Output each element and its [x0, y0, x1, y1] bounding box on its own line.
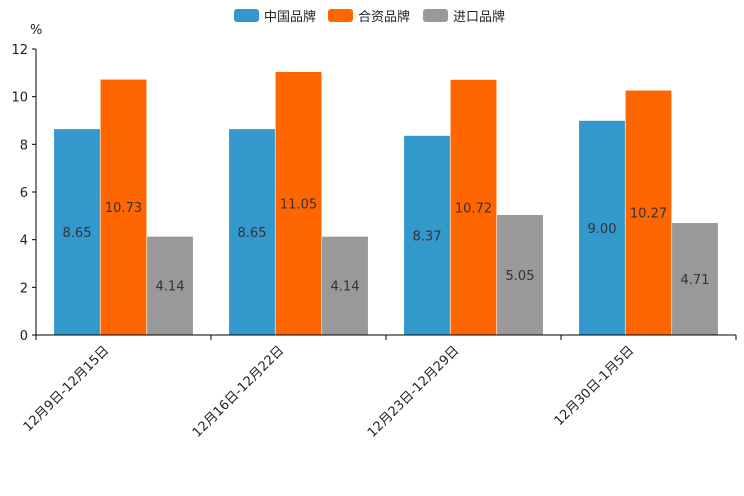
bar	[53, 128, 101, 336]
bar	[274, 71, 323, 336]
legend-label: 合资品牌	[358, 9, 410, 25]
data-label: 4.14	[331, 280, 360, 295]
data-label: 10.72	[455, 201, 492, 216]
bars: 8.65 10.73 4.14 8.65 11.05 4.14 8.37 10.72 5.05 9…	[53, 71, 719, 336]
data-label: 5.05	[506, 269, 535, 284]
bar	[403, 135, 451, 336]
bar	[99, 78, 148, 336]
legend: 中国品牌 合资品牌 进口品牌	[234, 9, 505, 25]
y-tick-label: 0	[20, 329, 28, 344]
legend-swatch	[234, 9, 259, 22]
data-label: 8.65	[63, 226, 92, 241]
bar	[624, 89, 673, 336]
y-axis-label: %	[30, 23, 42, 38]
y-tick-label: 6	[20, 186, 28, 201]
x-tick-label: 12月30日-1月5日	[552, 343, 638, 429]
data-label: 10.73	[105, 201, 142, 216]
y-tick-label: 8	[20, 138, 28, 153]
bar	[321, 236, 369, 336]
data-label: 9.00	[588, 222, 617, 237]
bar	[671, 222, 719, 336]
legend-label: 中国品牌	[264, 9, 316, 25]
x-tick-label: 12月16日-12月22日	[190, 343, 287, 440]
data-label: 10.27	[630, 207, 667, 222]
x-tick-label: 12月23日-12月29日	[365, 343, 462, 440]
y-tick-label: 12	[11, 43, 28, 58]
x-tick-label: 12月9日-12月15日	[21, 343, 113, 435]
data-label: 8.37	[413, 229, 442, 244]
y-tick-label: 2	[20, 281, 28, 296]
x-axis: 12月9日-12月15日 12月16日-12月22日 12月23日-12月29日 12…	[21, 334, 737, 441]
y-tick-label: 4	[20, 234, 28, 249]
y-tick-label: 10	[11, 91, 28, 106]
data-label: 4.14	[156, 280, 185, 295]
legend-swatch	[328, 9, 353, 22]
data-label: 4.71	[681, 273, 710, 288]
data-label: 8.65	[238, 226, 267, 241]
bar	[146, 236, 194, 336]
data-label: 11.05	[280, 197, 317, 212]
legend-swatch	[423, 9, 448, 22]
bar	[449, 79, 498, 336]
legend-label: 进口品牌	[453, 9, 505, 25]
y-axis: 0 2 4 6 8 10 12	[11, 43, 37, 344]
